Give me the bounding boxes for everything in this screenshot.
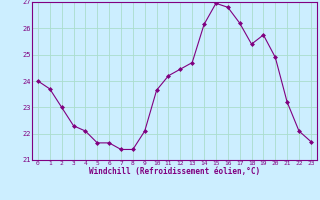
X-axis label: Windchill (Refroidissement éolien,°C): Windchill (Refroidissement éolien,°C) — [89, 167, 260, 176]
